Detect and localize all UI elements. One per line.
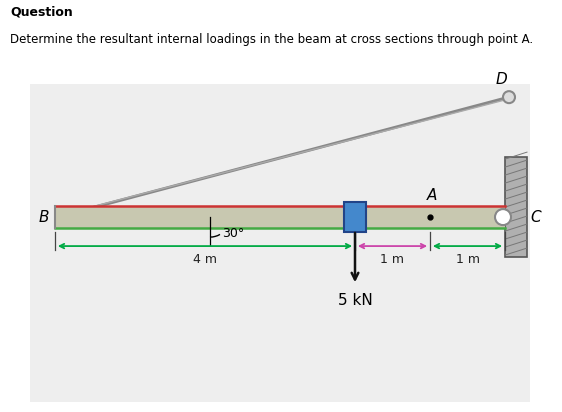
Text: 30°: 30° (222, 227, 244, 240)
Bar (30, 84, 530, 402)
Text: B: B (39, 210, 49, 225)
Text: Determine the resultant internal loadings in the beam at cross sections through : Determine the resultant internal loading… (10, 33, 533, 47)
Text: A: A (427, 188, 437, 203)
Text: C: C (530, 210, 541, 225)
Text: D: D (495, 72, 507, 87)
Bar (505, 157, 527, 257)
Text: Question: Question (10, 6, 73, 19)
Text: 4 m: 4 m (193, 253, 217, 266)
Bar (55, 206, 505, 228)
Text: 1 m: 1 m (455, 253, 479, 266)
Text: 5 kN: 5 kN (338, 293, 373, 308)
Circle shape (503, 91, 515, 103)
Bar (344, 202, 366, 232)
Circle shape (495, 209, 511, 225)
Text: 1 m: 1 m (380, 253, 405, 266)
